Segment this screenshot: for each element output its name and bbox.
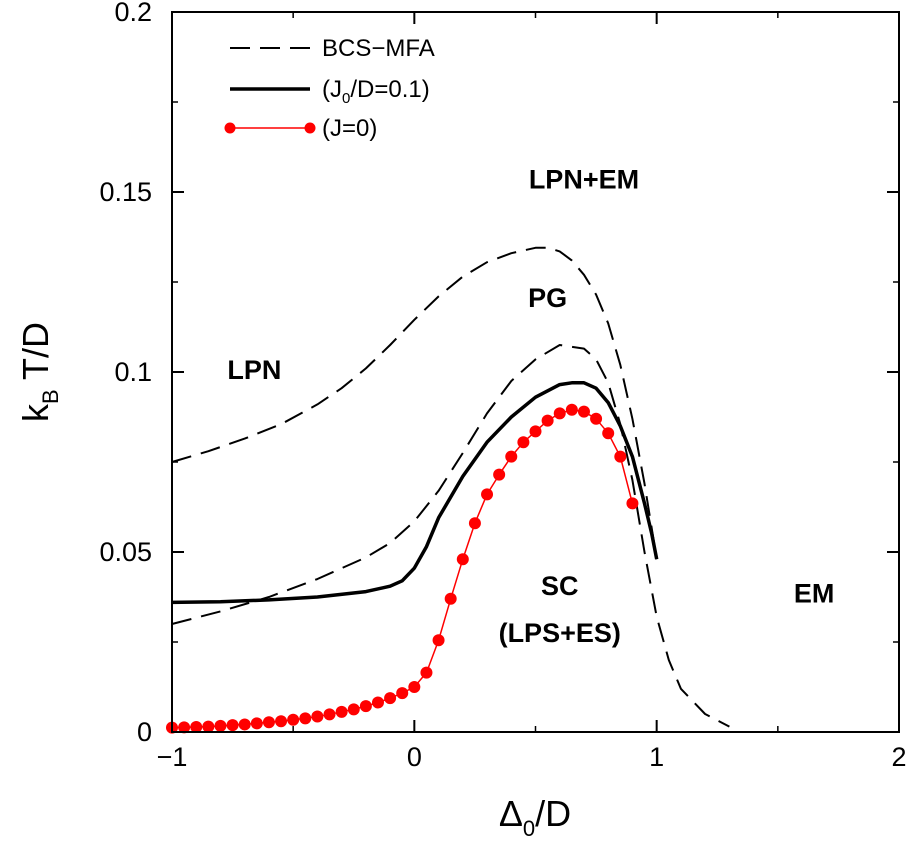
- data-point-j-0: [602, 427, 615, 440]
- data-point-j-0: [517, 436, 530, 449]
- data-point-j-0: [347, 703, 360, 716]
- annotation-layer: LPN+EM PG LPN SC (LPS+ES) EM: [227, 164, 834, 648]
- data-point-j-0: [335, 705, 348, 718]
- x-tick-label: 0: [407, 742, 422, 772]
- data-point-j-0: [614, 450, 627, 463]
- data-point-j-0: [468, 517, 481, 530]
- x-axis-title: Δ0/D: [499, 793, 571, 841]
- region-label-pg: PG: [528, 283, 567, 313]
- x-tick-label: 1: [649, 742, 664, 772]
- region-label-sc: SC: [541, 571, 579, 601]
- data-point-j-0: [626, 497, 639, 510]
- data-point-j-0: [275, 715, 288, 728]
- region-label-lps-es: (LPS+ES): [499, 618, 621, 648]
- data-point-j-0: [226, 719, 239, 732]
- data-point-j-0: [384, 692, 397, 705]
- legend-marker-j-zero-left: [224, 122, 236, 134]
- data-point-j-0: [456, 553, 469, 566]
- region-label-em: EM: [794, 578, 835, 608]
- data-point-j-0: [505, 450, 518, 463]
- data-point-j-0: [214, 719, 227, 732]
- plot-background: [172, 12, 899, 732]
- y-tick-label: 0: [137, 717, 152, 747]
- data-point-j-0: [287, 713, 300, 726]
- data-point-j-0: [590, 412, 603, 425]
- data-point-j-0: [323, 708, 336, 721]
- data-point-j-0: [396, 687, 409, 700]
- plot-frame: [171, 11, 900, 733]
- data-point-j-0: [178, 721, 191, 734]
- ticks-layer: −1 0 1 200.050.10.150.2: [99, 0, 906, 772]
- series-line-j0-d-0-1: [171, 381, 659, 605]
- series-line-unlabeled-1: [171, 344, 730, 728]
- data-point-j-0: [190, 720, 203, 733]
- data-point-j-0: [299, 712, 312, 725]
- legend-label-j-zero: (J=0): [322, 115, 377, 142]
- data-point-j-0: [262, 716, 275, 729]
- legend-marker-j-zero-right: [304, 122, 316, 134]
- legend-label-j0-d: (J0/D=0.1): [322, 76, 430, 107]
- data-point-j-0: [481, 488, 494, 501]
- data-point-j-0: [359, 700, 372, 713]
- y-tick-label: 0.1: [114, 357, 152, 387]
- data-point-j-0: [202, 720, 215, 733]
- data-point-j-0: [250, 717, 263, 730]
- x-tick-label: −1: [157, 742, 188, 772]
- series-layer: [166, 246, 730, 734]
- data-point-j-0: [444, 592, 457, 605]
- data-point-j-0: [541, 414, 554, 427]
- data-point-j-0: [238, 718, 251, 731]
- y-tick-label: 0.05: [99, 537, 152, 567]
- data-point-j-0: [577, 405, 590, 418]
- region-label-lpn-em: LPN+EM: [529, 164, 639, 194]
- data-point-j-0: [493, 468, 506, 481]
- data-point-j-0: [371, 696, 384, 709]
- data-point-j-0: [529, 425, 542, 438]
- data-point-j-0: [311, 710, 324, 723]
- region-label-lpn: LPN: [227, 355, 281, 385]
- y-axis-title: kB T/D: [15, 322, 63, 422]
- legend-label-bcs-mfa: BCS−MFA: [322, 35, 435, 62]
- y-tick-label: 0.2: [114, 0, 152, 27]
- y-tick-label: 0.15: [99, 177, 152, 207]
- data-point-j-0: [553, 407, 566, 420]
- data-point-j-0: [408, 681, 421, 693]
- series-line-bcs-mfa: [171, 246, 658, 560]
- data-point-j-0: [420, 666, 433, 679]
- data-point-j-0: [432, 634, 445, 647]
- legend: BCS−MFA (J0/D=0.1) (J=0): [224, 35, 435, 142]
- x-tick-label: 2: [891, 742, 906, 772]
- data-point-j-0: [565, 403, 578, 416]
